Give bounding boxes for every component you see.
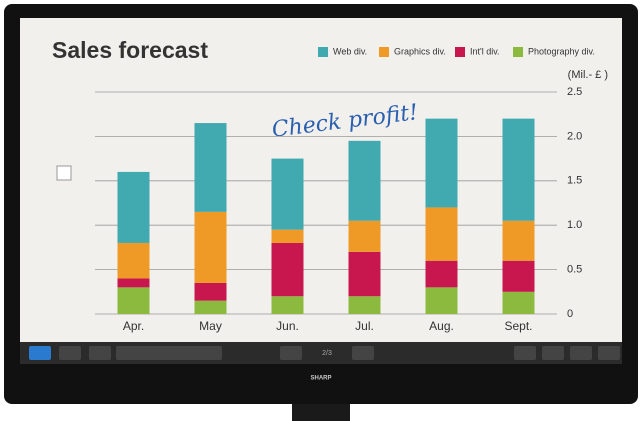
y-tick-label: 2.0 xyxy=(567,130,582,142)
pen-button[interactable] xyxy=(29,346,51,360)
copy-button[interactable] xyxy=(59,346,81,360)
screenshot: 2/3 SHARP Sales forecast (Mil.- £ ) Chec… xyxy=(0,0,642,421)
display-button[interactable] xyxy=(514,346,536,360)
x-tick-label: Jun. xyxy=(276,319,299,333)
search-box[interactable] xyxy=(116,346,222,360)
bar-segment xyxy=(195,283,227,301)
legend-label: Int'l div. xyxy=(470,46,500,56)
x-tick-label: Jul. xyxy=(355,319,374,333)
x-tick-label: Sept. xyxy=(504,319,532,333)
bar-segment xyxy=(426,207,458,260)
minimize-button[interactable] xyxy=(542,346,564,360)
bar-segment xyxy=(272,230,304,243)
bar-segment xyxy=(349,296,381,314)
brand: SHARP xyxy=(310,376,331,382)
bar-segment xyxy=(195,123,227,212)
y-tick-label: 0.5 xyxy=(567,264,582,276)
bar-segment xyxy=(349,252,381,296)
bar-segment xyxy=(503,119,535,221)
legend-label: Photography div. xyxy=(528,46,595,56)
bar-segment xyxy=(195,212,227,283)
bar-segment xyxy=(426,119,458,208)
y-tick-label: 1.0 xyxy=(567,219,582,231)
page-indicator: 2/3 xyxy=(322,350,332,357)
edit-icon[interactable] xyxy=(57,166,71,180)
bar-segment xyxy=(426,287,458,314)
bar-segment xyxy=(118,172,150,243)
add-button[interactable] xyxy=(352,346,374,360)
bar-segment xyxy=(118,287,150,314)
legend-swatch xyxy=(455,47,465,57)
y-tick-label: 1.5 xyxy=(567,175,582,187)
bar-segment xyxy=(118,243,150,279)
x-tick-label: May xyxy=(199,319,222,333)
chart-title: Sales forecast xyxy=(52,37,208,63)
bar-segment xyxy=(272,159,304,230)
legend-swatch xyxy=(318,47,328,57)
legend-label: Web div. xyxy=(333,46,367,56)
bar-segment xyxy=(426,261,458,288)
bar-segment xyxy=(118,278,150,287)
bar-segment xyxy=(503,292,535,314)
bar-segment xyxy=(503,221,535,261)
close-button[interactable] xyxy=(598,346,620,360)
x-tick-label: Aug. xyxy=(429,319,454,333)
bar-segment xyxy=(272,243,304,296)
y-axis-label: (Mil.- £ ) xyxy=(568,69,608,81)
bar-segment xyxy=(349,221,381,252)
bar-segment xyxy=(349,141,381,221)
tools-button[interactable] xyxy=(89,346,111,360)
legend-label: Graphics div. xyxy=(394,46,446,56)
bar-segment xyxy=(272,296,304,314)
y-tick-label: 0 xyxy=(567,308,573,320)
legend-swatch xyxy=(379,47,389,57)
bar-segment xyxy=(195,301,227,314)
x-tick-label: Apr. xyxy=(123,319,144,333)
restore-button[interactable] xyxy=(570,346,592,360)
prev-button[interactable] xyxy=(280,346,302,360)
legend-swatch xyxy=(513,47,523,57)
bar-segment xyxy=(503,261,535,292)
y-tick-label: 2.5 xyxy=(567,86,582,98)
